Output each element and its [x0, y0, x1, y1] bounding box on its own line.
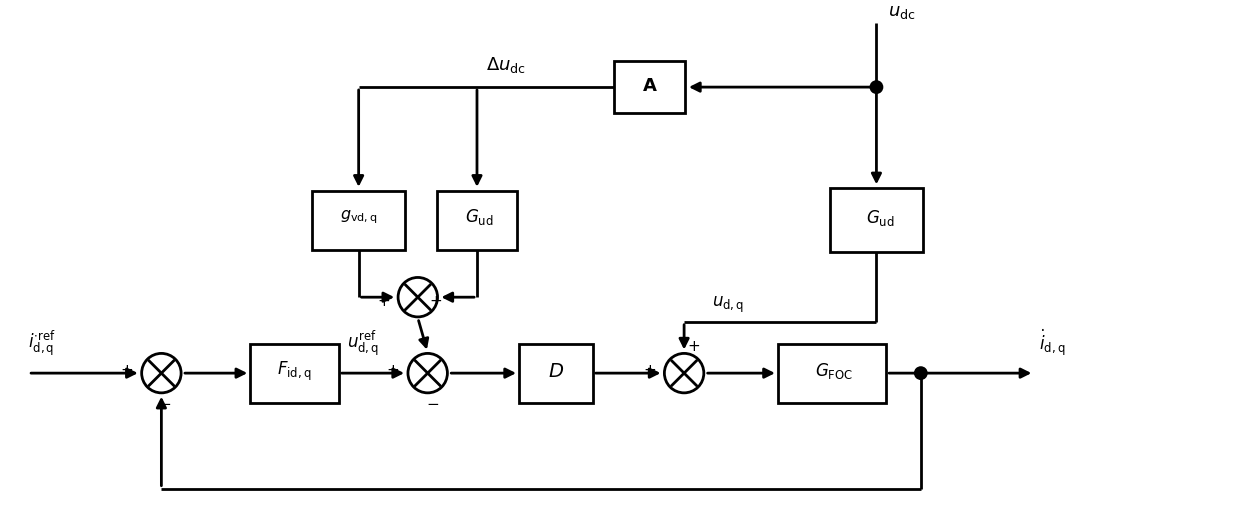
Text: $-$: $-$	[427, 395, 439, 410]
Circle shape	[665, 353, 704, 393]
Bar	[250, 343, 339, 403]
Circle shape	[141, 353, 181, 393]
Text: $+$: $+$	[377, 294, 389, 309]
Bar	[830, 188, 924, 252]
Bar	[518, 343, 593, 403]
Text: $D$: $D$	[548, 362, 564, 381]
Text: $\Delta u_{\mathrm{dc}}$: $\Delta u_{\mathrm{dc}}$	[486, 55, 526, 75]
Text: $i^{\cdot\mathrm{ref}}_{\mathrm{d,q}}$: $i^{\cdot\mathrm{ref}}_{\mathrm{d,q}}$	[29, 329, 56, 358]
Text: $-$: $-$	[157, 395, 171, 410]
Bar	[777, 343, 887, 403]
Circle shape	[408, 353, 448, 393]
Text: $G_{\mathrm{ud}}$: $G_{\mathrm{ud}}$	[866, 208, 895, 228]
Bar	[614, 62, 684, 113]
Text: $G_{\mathrm{ud}}$: $G_{\mathrm{ud}}$	[465, 207, 494, 227]
Circle shape	[914, 366, 928, 380]
Text: $+$: $+$	[386, 362, 399, 378]
Text: $\mathbf{A}$: $\mathbf{A}$	[641, 77, 657, 95]
Bar	[436, 190, 517, 250]
Text: $+$: $+$	[429, 294, 443, 309]
Text: $G_{\mathrm{FOC}}$: $G_{\mathrm{FOC}}$	[815, 361, 853, 381]
Text: $g_{\mathrm{vd,q}}$: $g_{\mathrm{vd,q}}$	[340, 208, 377, 226]
Text: $+$: $+$	[644, 362, 656, 378]
Circle shape	[869, 80, 883, 94]
Text: $u_{\mathrm{dc}}$: $u_{\mathrm{dc}}$	[888, 3, 916, 21]
Text: $u_{\mathrm{d,q}}$: $u_{\mathrm{d,q}}$	[712, 295, 744, 315]
Text: $F_{\mathrm{id,q}}$: $F_{\mathrm{id,q}}$	[278, 360, 311, 383]
Bar	[311, 190, 405, 250]
Text: $\dot{i}_{\mathrm{d,q}}$: $\dot{i}_{\mathrm{d,q}}$	[1039, 328, 1065, 358]
Text: $+$: $+$	[687, 339, 701, 354]
Circle shape	[398, 277, 438, 317]
Text: $u^{\mathrm{ref}}_{\mathrm{d,q}}$: $u^{\mathrm{ref}}_{\mathrm{d,q}}$	[347, 329, 379, 358]
Text: $+$: $+$	[120, 362, 134, 378]
